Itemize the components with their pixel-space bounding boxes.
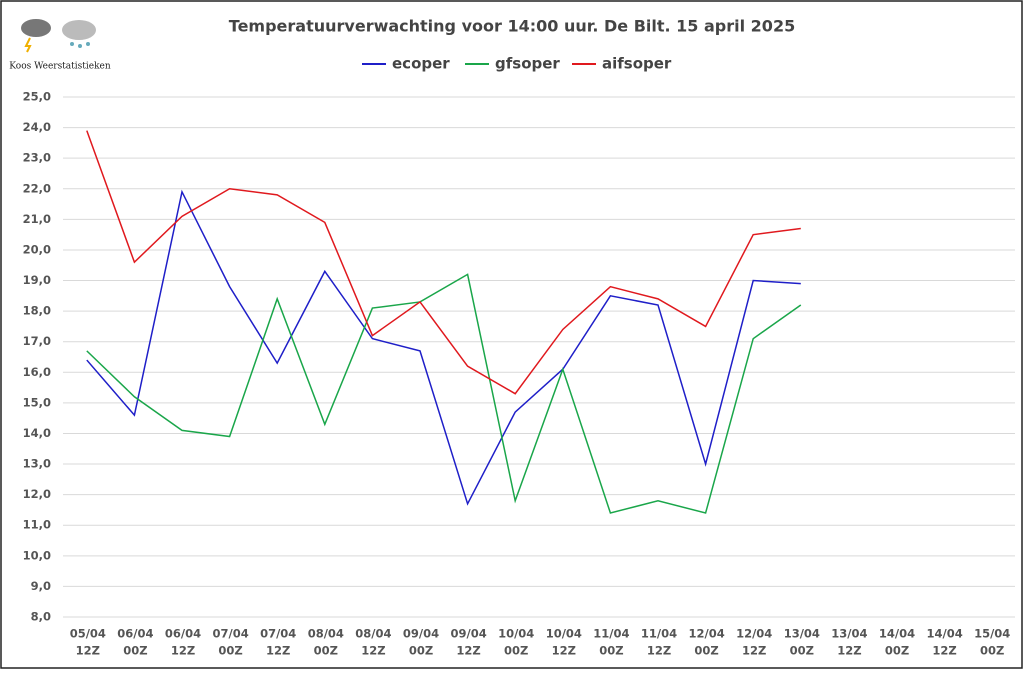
- x-tick-label: 12Z: [932, 644, 956, 658]
- series-line: [86, 130, 801, 395]
- y-tick-label: 14,0: [23, 426, 51, 440]
- x-tick-label: 12Z: [76, 644, 100, 658]
- x-tick-label: 14/04: [926, 627, 962, 641]
- x-tick-label: 00Z: [504, 644, 528, 658]
- y-tick-label: 24,0: [23, 120, 51, 134]
- x-tick-label: 00Z: [123, 644, 147, 658]
- x-tick-label: 11/04: [641, 627, 677, 641]
- x-tick-label: 12Z: [266, 644, 290, 658]
- y-tick-label: 10,0: [23, 548, 51, 562]
- y-tick-label: 18,0: [23, 304, 51, 318]
- x-tick-label: 10/04: [546, 627, 582, 641]
- y-tick-label: 23,0: [23, 151, 51, 165]
- x-tick-label: 00Z: [409, 644, 433, 658]
- x-tick-label: 09/04: [450, 627, 486, 641]
- x-tick-label: 12Z: [837, 644, 861, 658]
- x-tick-label: 09/04: [403, 627, 439, 641]
- x-tick-label: 00Z: [599, 644, 623, 658]
- x-tick-label: 00Z: [980, 644, 1004, 658]
- y-tick-label: 20,0: [23, 242, 51, 256]
- x-tick-label: 12Z: [552, 644, 576, 658]
- x-tick-label: 12Z: [742, 644, 766, 658]
- x-tick-label: 00Z: [218, 644, 242, 658]
- x-tick-label: 07/04: [260, 627, 296, 641]
- y-tick-label: 9,0: [31, 579, 51, 593]
- legend-label: ecoper: [392, 55, 450, 73]
- x-tick-label: 11/04: [593, 627, 629, 641]
- x-tick-label: 14/04: [879, 627, 915, 641]
- series-line: [86, 189, 801, 506]
- x-tick-label: 13/04: [784, 627, 820, 641]
- y-tick-label: 17,0: [23, 334, 51, 348]
- x-tick-label: 12/04: [736, 627, 772, 641]
- x-tick-label: 08/04: [355, 627, 391, 641]
- series-line: [86, 273, 802, 514]
- x-tick-label: 06/04: [165, 627, 201, 641]
- x-tick-label: 12Z: [647, 644, 671, 658]
- y-tick-label: 21,0: [23, 212, 51, 226]
- x-tick-label: 08/04: [308, 627, 344, 641]
- x-tick-label: 05/04: [70, 627, 106, 641]
- x-tick-label: 00Z: [314, 644, 338, 658]
- x-tick-label: 12Z: [171, 644, 195, 658]
- chart-title: Temperatuurverwachting voor 14:00 uur. D…: [229, 17, 795, 36]
- logo: [21, 19, 96, 53]
- legend-label: aifsoper: [602, 55, 672, 73]
- x-tick-label: 12/04: [688, 627, 724, 641]
- y-tick-label: 16,0: [23, 365, 51, 379]
- x-tick-label: 00Z: [885, 644, 909, 658]
- y-tick-label: 15,0: [23, 395, 51, 409]
- y-tick-label: 11,0: [23, 518, 51, 532]
- x-tick-label: 07/04: [212, 627, 248, 641]
- x-tick-label: 10/04: [498, 627, 534, 641]
- x-tick-label: 12Z: [456, 644, 480, 658]
- x-tick-label: 15/04: [974, 627, 1010, 641]
- y-tick-label: 22,0: [23, 181, 51, 195]
- x-tick-label: 06/04: [117, 627, 153, 641]
- y-tick-label: 12,0: [23, 487, 51, 501]
- x-tick-label: 00Z: [790, 644, 814, 658]
- y-tick-label: 25,0: [23, 90, 51, 104]
- y-tick-label: 13,0: [23, 457, 51, 471]
- x-tick-label: 12Z: [361, 644, 385, 658]
- y-tick-label: 8,0: [31, 610, 51, 624]
- legend-label: gfsoper: [495, 55, 560, 73]
- y-tick-label: 19,0: [23, 273, 51, 287]
- x-tick-label: 00Z: [694, 644, 718, 658]
- x-tick-label: 13/04: [831, 627, 867, 641]
- brand: Koos Weerstatistieken: [9, 62, 111, 72]
